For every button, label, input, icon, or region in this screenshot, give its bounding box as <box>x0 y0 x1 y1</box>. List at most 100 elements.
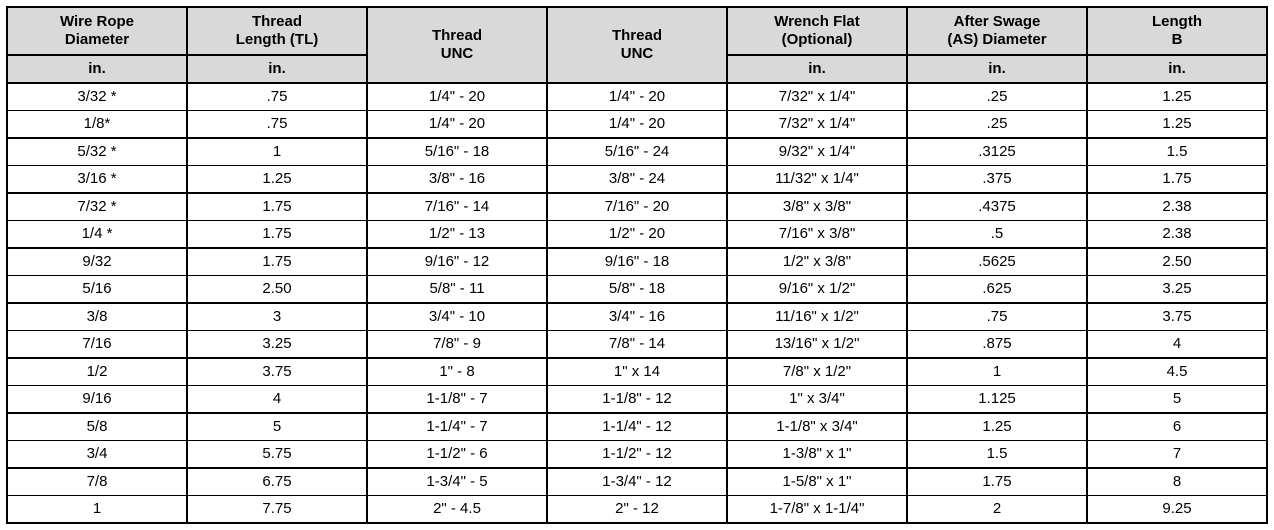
cell: 1-5/8" x 1" <box>727 468 907 496</box>
cell: 9/16" x 1/2" <box>727 276 907 304</box>
cell: 13/16" x 1/2" <box>727 331 907 359</box>
cell: .3125 <box>907 138 1087 166</box>
col-unit-5: in. <box>907 55 1087 83</box>
cell: 1 <box>7 496 187 524</box>
cell: 1-1/8" - 7 <box>367 386 547 414</box>
cell: 3/8" x 3/8" <box>727 193 907 221</box>
cell: 2" - 12 <box>547 496 727 524</box>
cell: 3/8" - 24 <box>547 166 727 194</box>
table-row: 3/32 *.751/4" - 201/4" - 207/32" x 1/4".… <box>7 83 1267 111</box>
table-header: Wire RopeDiameterThreadLength (TL)Thread… <box>7 7 1267 83</box>
cell: 1/4 * <box>7 221 187 249</box>
cell: 1" x 3/4" <box>727 386 907 414</box>
cell: .25 <box>907 111 1087 139</box>
table-row: 1/23.751" - 81" x 147/8" x 1/2"14.5 <box>7 358 1267 386</box>
cell: 1" x 14 <box>547 358 727 386</box>
cell: .5625 <box>907 248 1087 276</box>
cell: 4.5 <box>1087 358 1267 386</box>
cell: 1.25 <box>1087 83 1267 111</box>
cell: 1 <box>907 358 1087 386</box>
cell: 3/8 <box>7 303 187 331</box>
cell: 3.25 <box>187 331 367 359</box>
cell: 5/16 <box>7 276 187 304</box>
cell: 7.75 <box>187 496 367 524</box>
table-row: 5/32 *15/16" - 185/16" - 249/32" x 1/4".… <box>7 138 1267 166</box>
table-row: 9/321.759/16" - 129/16" - 181/2" x 3/8".… <box>7 248 1267 276</box>
cell: 9.25 <box>1087 496 1267 524</box>
cell: 5 <box>1087 386 1267 414</box>
cell: 2" - 4.5 <box>367 496 547 524</box>
col-unit-4: in. <box>727 55 907 83</box>
cell: 7/32" x 1/4" <box>727 83 907 111</box>
cell: .4375 <box>907 193 1087 221</box>
cell: 7/8 <box>7 468 187 496</box>
cell: 5/16" - 18 <box>367 138 547 166</box>
cell: .75 <box>187 111 367 139</box>
cell: 7/16" x 3/8" <box>727 221 907 249</box>
cell: 7 <box>1087 441 1267 469</box>
cell: 5/16" - 24 <box>547 138 727 166</box>
cell: 1-3/8" x 1" <box>727 441 907 469</box>
cell: 3.75 <box>187 358 367 386</box>
cell: 1.75 <box>187 221 367 249</box>
cell: 1.75 <box>907 468 1087 496</box>
table-row: 3/45.751-1/2" - 61-1/2" - 121-3/8" x 1"1… <box>7 441 1267 469</box>
cell: 7/8" - 9 <box>367 331 547 359</box>
cell: 1/8* <box>7 111 187 139</box>
cell: 1.5 <box>1087 138 1267 166</box>
cell: 1/2 <box>7 358 187 386</box>
cell: 3/4 <box>7 441 187 469</box>
table-row: 5/851-1/4" - 71-1/4" - 121-1/8" x 3/4"1.… <box>7 413 1267 441</box>
cell: 1-3/4" - 12 <box>547 468 727 496</box>
cell: .75 <box>187 83 367 111</box>
cell: 1.75 <box>187 193 367 221</box>
cell: 1.75 <box>187 248 367 276</box>
col-header-6: LengthB <box>1087 7 1267 55</box>
cell: 6 <box>1087 413 1267 441</box>
cell: 11/32" x 1/4" <box>727 166 907 194</box>
cell: 1/2" - 20 <box>547 221 727 249</box>
table-row: 7/86.751-3/4" - 51-3/4" - 121-5/8" x 1"1… <box>7 468 1267 496</box>
cell: 7/16" - 14 <box>367 193 547 221</box>
cell: .75 <box>907 303 1087 331</box>
cell: 3/4" - 10 <box>367 303 547 331</box>
cell: .625 <box>907 276 1087 304</box>
cell: 7/8" - 14 <box>547 331 727 359</box>
cell: 1-1/2" - 6 <box>367 441 547 469</box>
table-row: 3/16 *1.253/8" - 163/8" - 2411/32" x 1/4… <box>7 166 1267 194</box>
cell: 2.38 <box>1087 193 1267 221</box>
cell: 7/32 * <box>7 193 187 221</box>
cell: 9/16 <box>7 386 187 414</box>
col-header-0: Wire RopeDiameter <box>7 7 187 55</box>
cell: 1.75 <box>1087 166 1267 194</box>
table-row: 7/163.257/8" - 97/8" - 1413/16" x 1/2".8… <box>7 331 1267 359</box>
spec-table: Wire RopeDiameterThreadLength (TL)Thread… <box>6 6 1268 524</box>
cell: 5/8" - 11 <box>367 276 547 304</box>
cell: 1/4" - 20 <box>547 83 727 111</box>
cell: 1.25 <box>907 413 1087 441</box>
cell: 1.25 <box>1087 111 1267 139</box>
cell: .875 <box>907 331 1087 359</box>
cell: 3/8" - 16 <box>367 166 547 194</box>
cell: 7/32" x 1/4" <box>727 111 907 139</box>
cell: 1-3/4" - 5 <box>367 468 547 496</box>
cell: 2.50 <box>1087 248 1267 276</box>
cell: 1.25 <box>187 166 367 194</box>
cell: 3/16 * <box>7 166 187 194</box>
table-row: 1/4 *1.751/2" - 131/2" - 207/16" x 3/8".… <box>7 221 1267 249</box>
table-row: 5/162.505/8" - 115/8" - 189/16" x 1/2".6… <box>7 276 1267 304</box>
cell: 11/16" x 1/2" <box>727 303 907 331</box>
cell: .5 <box>907 221 1087 249</box>
col-header-5: After Swage(AS) Diameter <box>907 7 1087 55</box>
cell: 5/8 <box>7 413 187 441</box>
cell: 9/16" - 12 <box>367 248 547 276</box>
table-row: 7/32 *1.757/16" - 147/16" - 203/8" x 3/8… <box>7 193 1267 221</box>
cell: 1.125 <box>907 386 1087 414</box>
cell: 3.25 <box>1087 276 1267 304</box>
cell: 7/16" - 20 <box>547 193 727 221</box>
cell: 6.75 <box>187 468 367 496</box>
col-unit-0: in. <box>7 55 187 83</box>
cell: 1-1/4" - 12 <box>547 413 727 441</box>
col-unit-6: in. <box>1087 55 1267 83</box>
cell: 1" - 8 <box>367 358 547 386</box>
